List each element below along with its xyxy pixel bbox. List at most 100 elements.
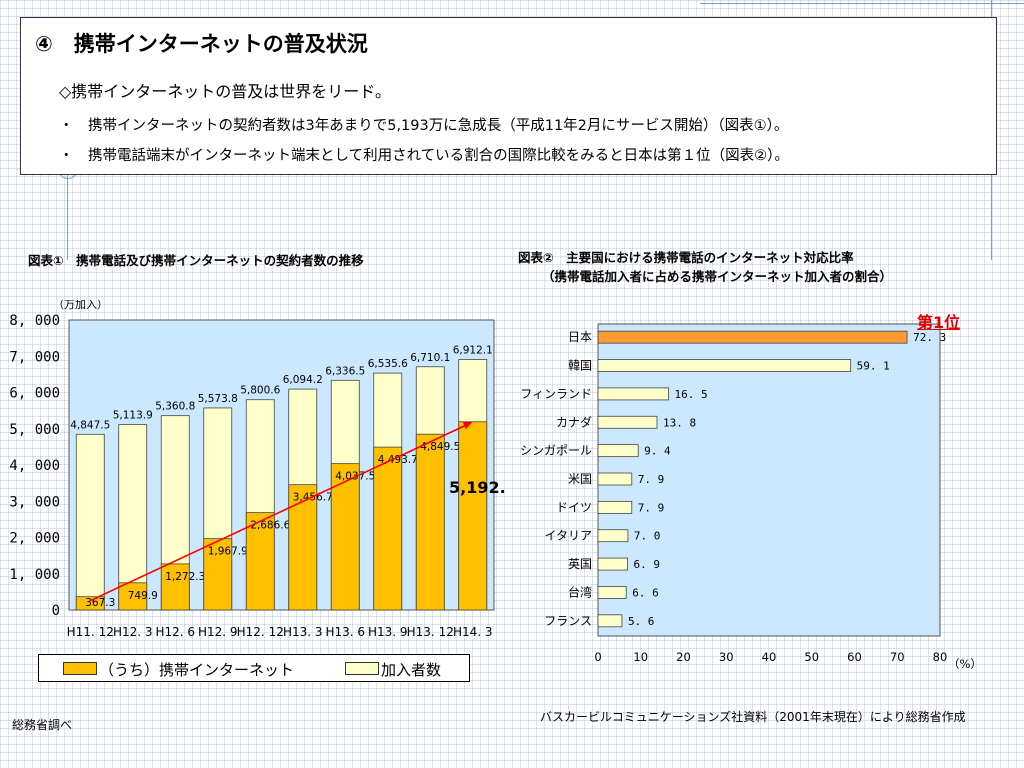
chart1-y-tick-label: 4, 000 — [9, 458, 60, 474]
chart1-y-tick-label: 3, 000 — [9, 494, 60, 510]
subscribers-value-label: 6,912.1 — [453, 344, 493, 356]
country-bar — [597, 529, 629, 543]
country-value-label: 6. 6 — [632, 586, 659, 599]
chart2-title: 図表② 主要国における携帯電話のインターネット対応比率 — [518, 250, 854, 265]
country-bar — [597, 500, 633, 514]
country-value-label: 9. 4 — [644, 445, 671, 458]
country-bar — [597, 387, 669, 401]
page-subtitle: ◇携帯インターネットの普及は世界をリード。 — [59, 82, 391, 101]
country-bar — [597, 444, 639, 458]
subscribers-bar — [75, 433, 105, 611]
subscribers-value-label: 5,800.6 — [240, 385, 280, 397]
chart1-y-unit: （万加入） — [53, 300, 108, 311]
chart1-x-tick-label: H13. 9 — [368, 625, 408, 639]
chart1-x-tick-label: H12. 6 — [155, 625, 195, 639]
internet-value-label: 1,967.9 — [208, 546, 248, 558]
internet-bar — [75, 596, 105, 611]
chart1-legend: （うち）携帯インターネット 加入者数 — [38, 654, 470, 682]
source-note-right: バスカービルコミュニケーションズ社資料（2001年末現在）により総務省作成 — [540, 710, 966, 724]
chart1-x-tick-label: H13. 12 — [407, 625, 454, 639]
chart1-x-tick-label: H13. 6 — [325, 625, 365, 639]
decorative-line — [67, 150, 68, 260]
internet-value-label: 749.9 — [128, 590, 158, 602]
internet-value-label: 3,456.7 — [293, 492, 333, 504]
country-value-label: 6. 9 — [633, 558, 660, 571]
country-value-label: 7. 9 — [638, 501, 665, 514]
trend-arrow-line — [89, 425, 466, 602]
country-bar — [597, 557, 628, 571]
country-label: 米国 — [568, 472, 592, 486]
subscribers-value-label: 5,113.9 — [113, 410, 153, 422]
country-value-label: 5. 6 — [628, 615, 655, 628]
chart1-x-tick-label: H12. 12 — [237, 625, 284, 639]
subscribers-value-label: 6,336.5 — [325, 365, 365, 377]
internet-value-label: 1,272.3 — [165, 571, 205, 583]
country-value-label: 59. 1 — [857, 360, 890, 373]
chart2-subtitle: （携帯電話加入者に占める携帯インターネット加入者の割合） — [542, 269, 893, 284]
chart1-x-tick-label: H14. 3 — [453, 625, 493, 639]
chart1-y-tick-label: 8, 000 — [9, 313, 60, 329]
chart2-x-tick-label: 40 — [762, 650, 777, 664]
chart1-y-tick-label: 5, 000 — [9, 422, 60, 438]
chart1-y-tick-label: 6, 000 — [9, 386, 60, 402]
chart1-x-tick-label: H11. 12 — [67, 625, 114, 639]
internet-bar — [373, 446, 403, 611]
country-bar — [597, 614, 623, 628]
bullet-text: ・ 携帯インターネットの契約者数は3年あまりで5,193万に急成長（平成11年2… — [59, 118, 789, 134]
chart2-x-tick-label: 60 — [847, 650, 862, 664]
chart1-x-tick-label: H13. 3 — [283, 625, 323, 639]
chart2-x-tick-label: 70 — [890, 650, 905, 664]
header-box: ④ 携帯インターネットの普及状況 ◇携帯インターネットの普及は世界をリード。 ・… — [20, 17, 997, 175]
bullet-text: ・ 携帯電話端末がインターネット端末として利用されている割合の国際比較をみると日… — [59, 148, 789, 164]
subscribers-value-label: 4,847.5 — [70, 419, 110, 431]
chart2-x-tick-label: 30 — [719, 650, 734, 664]
chart2-plot-area — [597, 323, 941, 637]
country-label: イタリア — [544, 529, 592, 543]
chart1-x-tick-label: H12. 9 — [198, 625, 238, 639]
internet-bar — [330, 463, 360, 611]
country-bar — [597, 472, 633, 486]
chart2-x-tick-label: 10 — [633, 650, 648, 664]
internet-bar — [458, 421, 488, 611]
chart2-x-unit: （%） — [948, 657, 982, 671]
chart2-x-tick-label: 20 — [676, 650, 691, 664]
subscribers-bar-chart: （万加入） 0 1, 000 2, 000 3, 000 4, 000 5, 000 6, 0… — [9, 300, 505, 639]
chart1-title: 図表① 携帯電話及び携帯インターネットの契約者数の推移 — [28, 253, 364, 268]
first-place-annotation: 第1位 — [917, 313, 961, 332]
subscribers-value-label: 6,710.1 — [410, 352, 450, 364]
internet-bar — [160, 563, 190, 611]
country-ratio-bar-chart: 日本 72. 3 韓国 59. 1 フィンランド 16. 5 カナダ 13. 8 シンガポール 9… — [520, 323, 982, 671]
country-label: フランス — [544, 614, 592, 628]
legend-swatch-subscribers — [345, 662, 379, 675]
country-label: フィンランド — [520, 387, 592, 401]
country-bar — [597, 330, 908, 344]
country-value-label: 72. 3 — [913, 331, 946, 344]
internet-bar — [203, 538, 233, 611]
chart1-y-tick-label: 0 — [52, 603, 60, 619]
chart2-x-tick-label: 50 — [804, 650, 819, 664]
chart1-y-tick-label: 7, 000 — [9, 349, 60, 365]
source-note-left: 総務省調べ — [12, 718, 73, 732]
country-value-label: 16. 5 — [675, 388, 708, 401]
country-label: ドイツ — [556, 500, 592, 514]
subscribers-value-label: 5,573.8 — [198, 393, 238, 405]
country-value-label: 7. 9 — [638, 473, 665, 486]
subscribers-value-label: 6,535.6 — [368, 358, 408, 370]
subscribers-value-label: 5,360.8 — [155, 401, 195, 413]
country-bar — [597, 586, 627, 599]
internet-value-label: 2,686.6 — [250, 520, 290, 532]
country-label: 英国 — [568, 557, 592, 571]
country-bar — [597, 415, 658, 429]
internet-value-label: 4,849.5 — [420, 441, 460, 453]
chart2-x-tick-label: 0 — [594, 650, 601, 664]
country-value-label: 7. 0 — [634, 530, 661, 543]
chart1-y-tick-label: 2, 000 — [9, 531, 60, 547]
internet-bar — [245, 512, 275, 611]
country-label: 韓国 — [568, 359, 592, 373]
country-label: シンガポール — [520, 444, 592, 458]
subscribers-bar — [118, 424, 148, 611]
internet-value-label: 367.3 — [85, 597, 115, 609]
internet-bar — [415, 433, 445, 611]
country-bar — [597, 359, 852, 372]
legend-label-subscribers: 加入者数 — [381, 661, 442, 679]
